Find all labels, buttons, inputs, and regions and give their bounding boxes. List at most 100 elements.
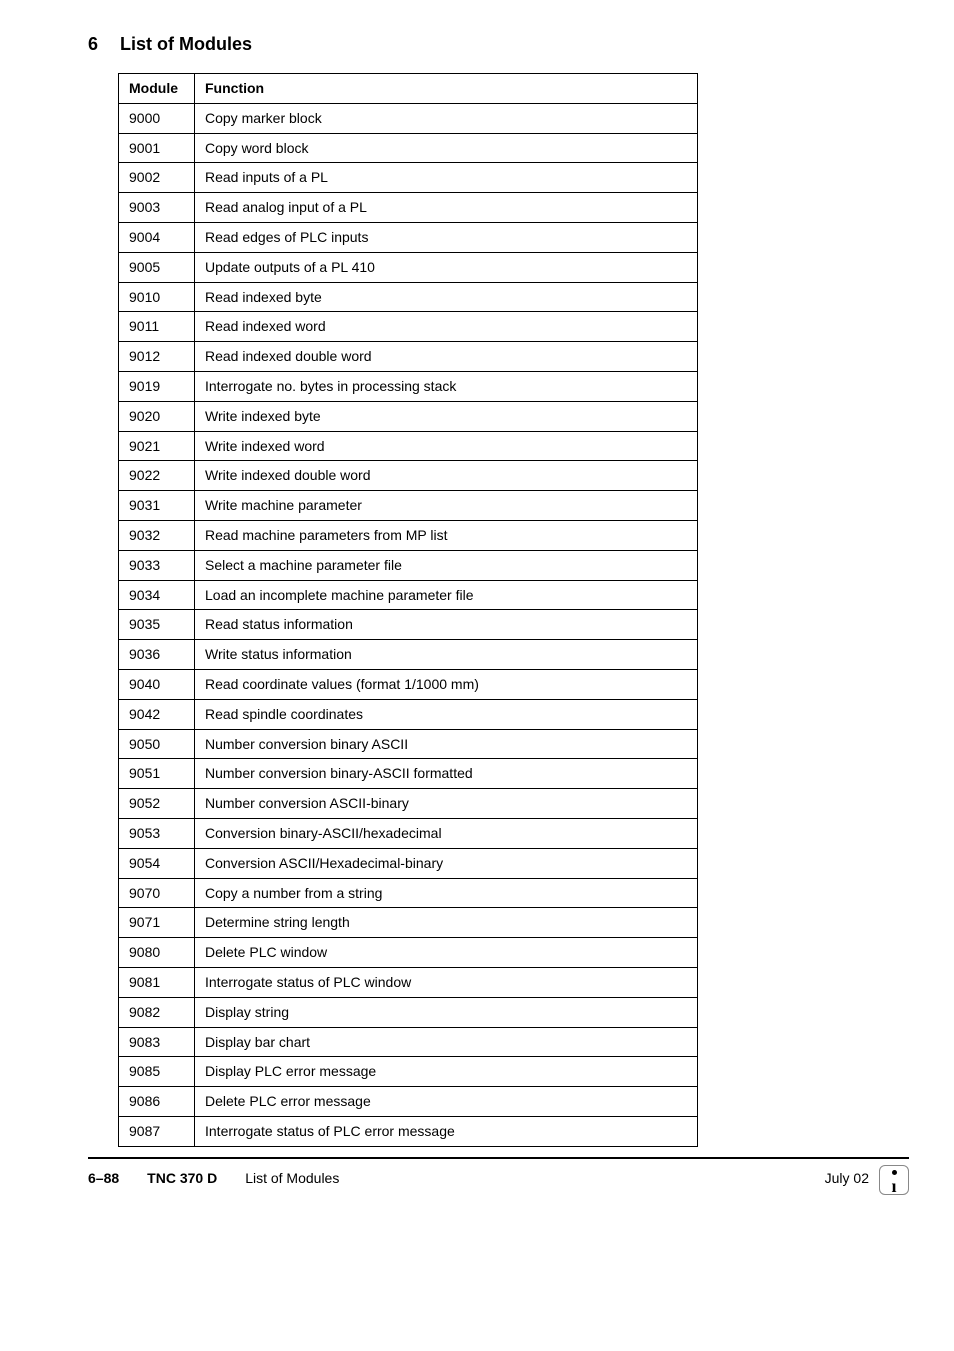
cell-function: Read spindle coordinates	[195, 699, 698, 729]
cell-module: 9033	[119, 550, 195, 580]
modules-table: Module Function 9000Copy marker block900…	[118, 73, 698, 1147]
cell-function: Copy a number from a string	[195, 878, 698, 908]
cell-function: Conversion ASCII/Hexadecimal-binary	[195, 848, 698, 878]
cell-module: 9000	[119, 103, 195, 133]
cell-function: Read indexed byte	[195, 282, 698, 312]
table-row: 9081Interrogate status of PLC window	[119, 967, 698, 997]
cell-module: 9050	[119, 729, 195, 759]
footer-model: TNC 370 D	[147, 1170, 217, 1186]
cell-function: Select a machine parameter file	[195, 550, 698, 580]
cell-module: 9070	[119, 878, 195, 908]
cell-function: Delete PLC error message	[195, 1087, 698, 1117]
cell-function: Write indexed double word	[195, 461, 698, 491]
table-row: 9070Copy a number from a string	[119, 878, 698, 908]
table-row: 9032Read machine parameters from MP list	[119, 520, 698, 550]
table-row: 9052Number conversion ASCII-binary	[119, 789, 698, 819]
table-row: 9053Conversion binary-ASCII/hexadecimal	[119, 818, 698, 848]
info-icon: ı	[879, 1165, 909, 1195]
cell-module: 9036	[119, 640, 195, 670]
cell-function: Write indexed byte	[195, 401, 698, 431]
table-row: 9042Read spindle coordinates	[119, 699, 698, 729]
cell-function: Display string	[195, 997, 698, 1027]
cell-function: Write machine parameter	[195, 491, 698, 521]
table-row: 9071Determine string length	[119, 908, 698, 938]
cell-module: 9040	[119, 669, 195, 699]
table-row: 9021Write indexed word	[119, 431, 698, 461]
table-row: 9019Interrogate no. bytes in processing …	[119, 371, 698, 401]
cell-module: 9054	[119, 848, 195, 878]
cell-module: 9032	[119, 520, 195, 550]
table-row: 9004Read edges of PLC inputs	[119, 222, 698, 252]
section-number: 6	[88, 34, 98, 55]
cell-function: Display bar chart	[195, 1027, 698, 1057]
cell-function: Interrogate no. bytes in processing stac…	[195, 371, 698, 401]
table-row: 9036Write status information	[119, 640, 698, 670]
cell-module: 9020	[119, 401, 195, 431]
table-row: 9033Select a machine parameter file	[119, 550, 698, 580]
table-header-row: Module Function	[119, 74, 698, 104]
cell-module: 9002	[119, 163, 195, 193]
cell-function: Read status information	[195, 610, 698, 640]
cell-function: Determine string length	[195, 908, 698, 938]
cell-module: 9019	[119, 371, 195, 401]
table-row: 9001Copy word block	[119, 133, 698, 163]
cell-module: 9022	[119, 461, 195, 491]
cell-module: 9042	[119, 699, 195, 729]
table-row: 9054Conversion ASCII/Hexadecimal-binary	[119, 848, 698, 878]
cell-module: 9051	[119, 759, 195, 789]
cell-module: 9001	[119, 133, 195, 163]
table-row: 9035Read status information	[119, 610, 698, 640]
cell-function: Read inputs of a PL	[195, 163, 698, 193]
cell-function: Delete PLC window	[195, 938, 698, 968]
table-row: 9086Delete PLC error message	[119, 1087, 698, 1117]
table-row: 9022Write indexed double word	[119, 461, 698, 491]
footer-rule	[88, 1157, 909, 1159]
table-row: 9005Update outputs of a PL 410	[119, 252, 698, 282]
cell-module: 9031	[119, 491, 195, 521]
table-row: 9010Read indexed byte	[119, 282, 698, 312]
cell-module: 9082	[119, 997, 195, 1027]
table-row: 9050Number conversion binary ASCII	[119, 729, 698, 759]
table-row: 9082Display string	[119, 997, 698, 1027]
cell-function: Number conversion ASCII-binary	[195, 789, 698, 819]
cell-module: 9052	[119, 789, 195, 819]
section-title: List of Modules	[120, 34, 252, 54]
cell-function: Copy word block	[195, 133, 698, 163]
cell-function: Conversion binary-ASCII/hexadecimal	[195, 818, 698, 848]
table-row: 9085Display PLC error message	[119, 1057, 698, 1087]
cell-module: 9010	[119, 282, 195, 312]
cell-function: Read analog input of a PL	[195, 193, 698, 223]
cell-function: Interrogate status of PLC window	[195, 967, 698, 997]
table-row: 9000Copy marker block	[119, 103, 698, 133]
cell-module: 9011	[119, 312, 195, 342]
cell-function: Number conversion binary-ASCII formatted	[195, 759, 698, 789]
cell-function: Read edges of PLC inputs	[195, 222, 698, 252]
cell-module: 9083	[119, 1027, 195, 1057]
table-row: 9040Read coordinate values (format 1/100…	[119, 669, 698, 699]
table-row: 9083Display bar chart	[119, 1027, 698, 1057]
cell-module: 9035	[119, 610, 195, 640]
cell-module: 9005	[119, 252, 195, 282]
table-row: 9003Read analog input of a PL	[119, 193, 698, 223]
section-heading: 6 List of Modules	[88, 34, 894, 55]
cell-module: 9081	[119, 967, 195, 997]
table-row: 9011Read indexed word	[119, 312, 698, 342]
cell-function: Read coordinate values (format 1/1000 mm…	[195, 669, 698, 699]
cell-function: Write status information	[195, 640, 698, 670]
header-function: Function	[195, 74, 698, 104]
cell-module: 9012	[119, 342, 195, 372]
cell-function: Read machine parameters from MP list	[195, 520, 698, 550]
cell-function: Update outputs of a PL 410	[195, 252, 698, 282]
cell-module: 9087	[119, 1116, 195, 1146]
table-row: 9031Write machine parameter	[119, 491, 698, 521]
table-row: 9080Delete PLC window	[119, 938, 698, 968]
cell-function: Number conversion binary ASCII	[195, 729, 698, 759]
cell-function: Copy marker block	[195, 103, 698, 133]
table-row: 9002Read inputs of a PL	[119, 163, 698, 193]
cell-function: Load an incomplete machine parameter fil…	[195, 580, 698, 610]
footer-date: July 02	[825, 1170, 869, 1186]
cell-module: 9003	[119, 193, 195, 223]
table-row: 9020Write indexed byte	[119, 401, 698, 431]
table-row: 9051Number conversion binary-ASCII forma…	[119, 759, 698, 789]
cell-function: Write indexed word	[195, 431, 698, 461]
